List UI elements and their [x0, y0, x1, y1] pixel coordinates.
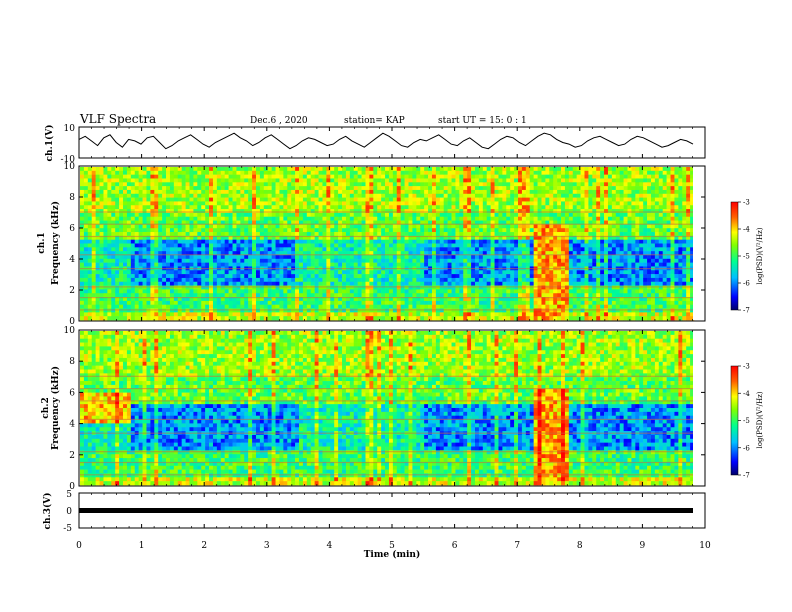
ch1-spectrogram-ytick-label: 10	[64, 162, 76, 172]
ch2-spectrogram-ytick-label: 0	[69, 482, 75, 492]
ch1-spectrogram-ytick-label: 8	[69, 193, 75, 203]
ch2-colorbar	[730, 365, 739, 476]
x-tick-label: 5	[389, 541, 395, 551]
ch1-colorbar-tick-label: -3	[743, 199, 750, 207]
ch1-spectrogram-ytick-label: 4	[69, 255, 75, 265]
ch1-spectrogram-image	[80, 167, 704, 321]
ch1-label: ch.1	[37, 232, 47, 253]
x-tick-label: 0	[76, 541, 82, 551]
ch2-spectrogram-image	[80, 331, 704, 486]
ch3-ytick-5: 5	[66, 490, 72, 500]
ch3-waveform-trace	[79, 508, 693, 513]
ch3-waveform-panel: 5 0 -5 ch.3(V)	[42, 490, 706, 534]
ch2-freq-label: Frequency (kHz)	[50, 366, 61, 450]
ch1-colorbar-tick-label: -7	[743, 307, 750, 315]
ch2-colorbar-tick-label: -4	[743, 390, 750, 398]
ch2-colorbar-tick-label: -5	[743, 417, 750, 425]
ch2-spectrogram-ytick-label: 2	[69, 451, 75, 461]
x-tick-label: 2	[201, 541, 207, 551]
x-tick-label: 1	[139, 541, 145, 551]
ch1-colorbar-tick-label: -6	[743, 280, 750, 288]
ch2-colorbar-label: log(PSD)(V²/Hz)	[756, 391, 764, 448]
ch2-label: ch.2	[41, 397, 51, 418]
ch3-ytick-neg5: -5	[63, 524, 72, 534]
ch1-ytick-bottom: -10	[61, 155, 76, 165]
ch1-colorbar	[730, 201, 739, 311]
ch2-spectrogram-ytick-label: 8	[69, 357, 75, 367]
ch2-colorbar-tick-label: -3	[743, 363, 750, 371]
ch1-spectrogram-ytick-label: 0	[69, 317, 75, 327]
ch1-colorbar-label: log(PSD)(V²/Hz)	[756, 227, 764, 284]
ch2-colorbar-tick-label: -7	[743, 472, 750, 480]
x-axis: 0 1 2 3 4 5 6 7 8 9 10	[76, 127, 711, 551]
ch2-spectrogram-ytick-label: 4	[69, 420, 75, 430]
ch1-waveform-trace	[78, 132, 694, 150]
ch1-spectrogram-ylabel: ch.1	[37, 232, 47, 253]
ch1-freq-label: Frequency (kHz)	[50, 201, 61, 285]
x-axis-label: Time (min)	[364, 549, 421, 560]
ch2-spectrogram-ytick-label: 6	[69, 388, 75, 398]
station-label: station= KAP	[344, 116, 405, 126]
x-tick-label: 4	[327, 541, 333, 551]
x-tick-label: 3	[264, 541, 270, 551]
figure-title: VLF Spectra	[79, 112, 156, 126]
x-tick-label: 8	[577, 541, 583, 551]
ch2-colorbar-tick-label: -6	[743, 444, 750, 452]
ch1-ytick-top: 10	[64, 124, 76, 134]
date-label: Dec.6 , 2020	[250, 116, 308, 126]
ch1-colorbar-tick-label: -4	[743, 226, 750, 234]
ch3-ytick-0: 0	[66, 507, 72, 517]
ch1-waveform-ylabel: ch.1(V)	[44, 125, 55, 162]
ch1-spectrogram-ytick-label: 2	[69, 286, 75, 296]
ch1-colorbar-tick-label: -5	[743, 253, 750, 261]
x-tick-label: 6	[452, 541, 458, 551]
x-tick-label: 7	[514, 541, 520, 551]
ch3-waveform-ylabel: ch.3(V)	[42, 493, 53, 530]
start-time-label: start UT = 15: 0 : 1	[438, 116, 527, 126]
ch1-waveform-panel: 10 -10 ch.1(V)	[44, 124, 706, 165]
x-tick-label: 9	[640, 541, 646, 551]
x-tick-label: 10	[699, 541, 711, 551]
ch1-spectrogram-ytick-label: 6	[69, 224, 75, 234]
ch1-waveform-frame	[78, 126, 706, 159]
ch2-spectrogram-ytick-label: 10	[64, 326, 76, 336]
